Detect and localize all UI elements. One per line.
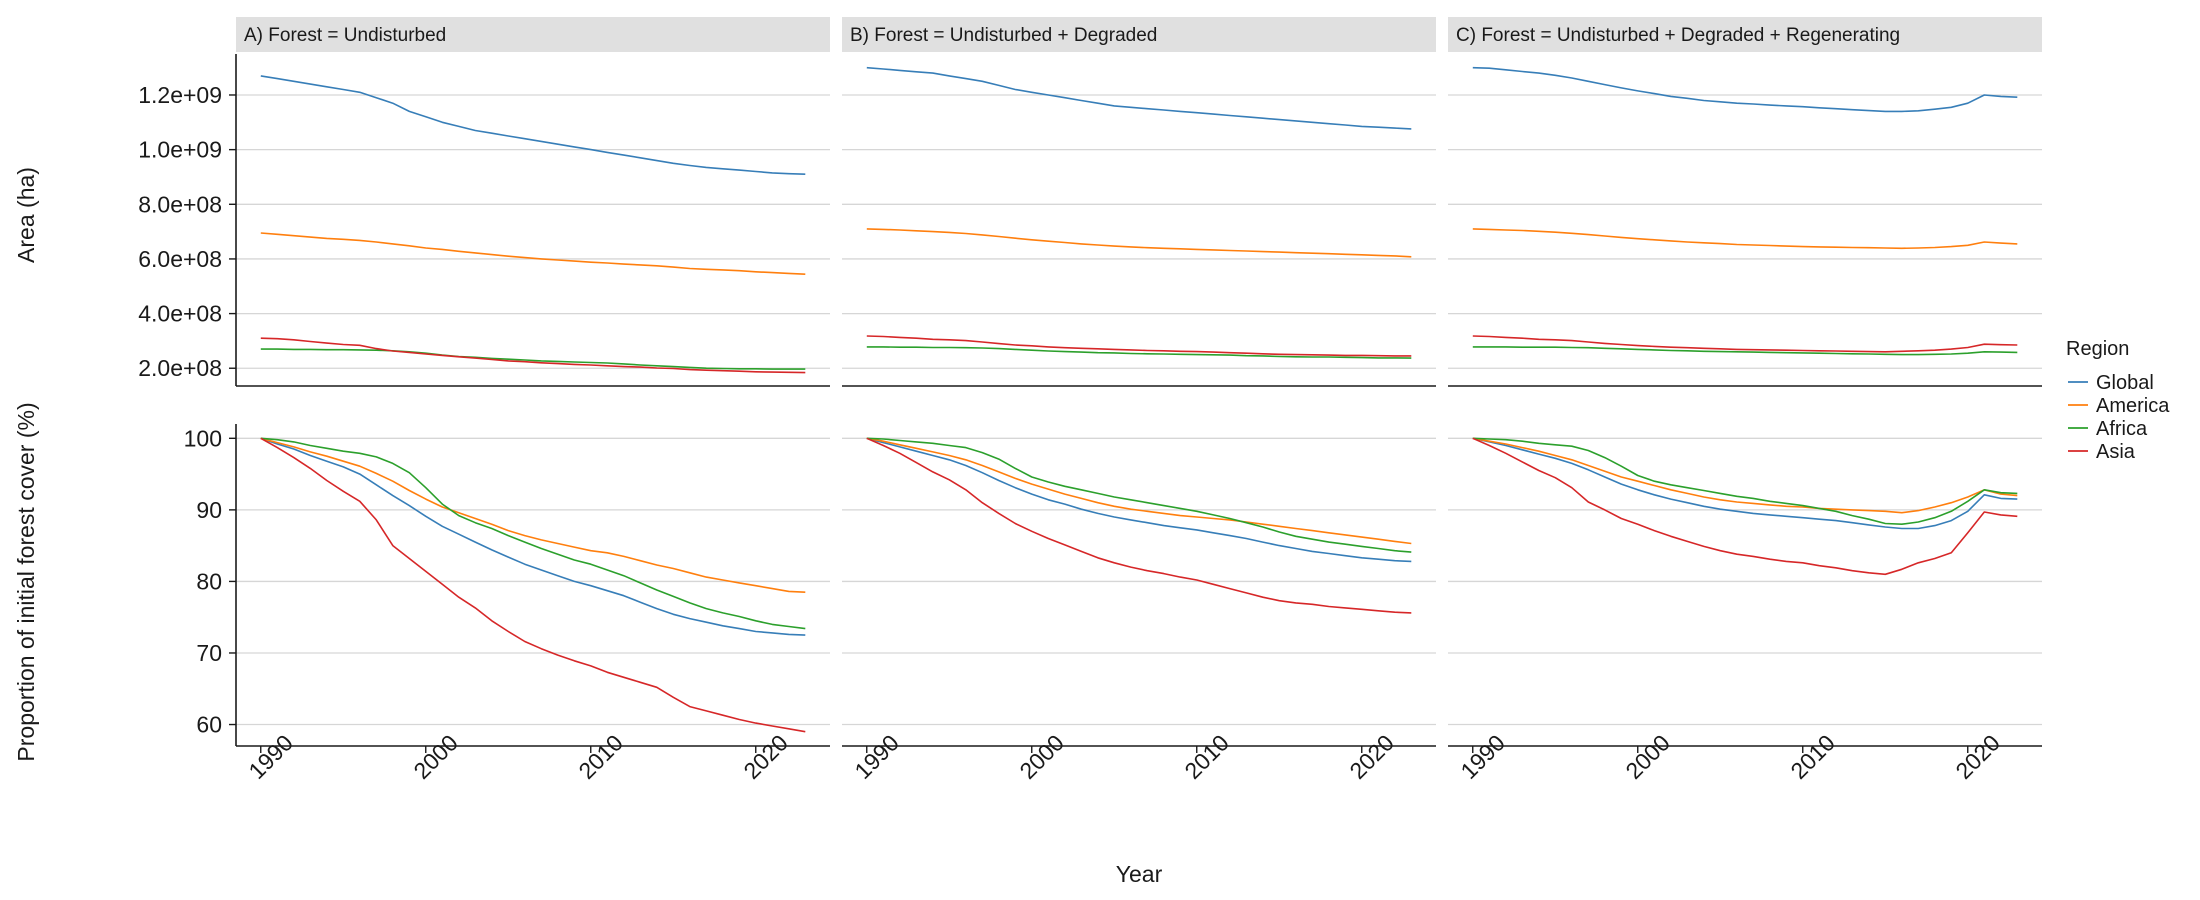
legend: Region Global America Africa Asia: [2066, 338, 2170, 463]
x-tick-label-p0-1: 2000: [408, 730, 463, 785]
y-axis-title-proportion: Proportion of initial forest cover (%): [13, 402, 39, 761]
legend-item-america: America: [2068, 395, 2170, 417]
legend-label-africa: Africa: [2096, 418, 2148, 440]
series-line-africa-proportion-panel-1: [260, 437, 806, 630]
series-line-asia-proportion-panel-2: [866, 437, 1412, 614]
series-line-america-proportion-panel-1: [260, 437, 806, 593]
y-tick-label-row0-1: 4.0e+08: [138, 301, 222, 327]
legend-title: Region: [2066, 338, 2129, 360]
series-line-global-area-panel-3: [1472, 66, 2018, 113]
legend-item-global: Global: [2068, 372, 2154, 394]
y-tick-label-row1-3: 90: [196, 497, 222, 523]
legend-label-global: Global: [2096, 372, 2154, 394]
x-tick-label-p0-2: 2010: [573, 730, 628, 785]
series-line-america-area-panel-3: [1472, 228, 2018, 250]
panel-title-a: A) Forest = Undisturbed: [244, 25, 446, 46]
y-axis-title-area: Area (ha): [13, 167, 39, 263]
y-tick-label-row0-2: 6.0e+08: [138, 246, 222, 272]
series-line-asia-proportion-panel-1: [260, 437, 806, 733]
legend-item-asia: Asia: [2068, 441, 2136, 463]
series-line-global-proportion-panel-3: [1472, 437, 2018, 530]
series-line-global-proportion-panel-2: [866, 437, 1412, 563]
series-line-africa-area-panel-1: [260, 348, 806, 370]
series-line-america-proportion-panel-2: [866, 437, 1412, 545]
series-line-global-proportion-panel-1: [260, 437, 806, 636]
series-line-america-area-panel-2: [866, 228, 1412, 258]
y-tick-label-row0-3: 8.0e+08: [138, 191, 222, 217]
series-line-america-proportion-panel-3: [1472, 437, 2018, 514]
series-line-global-area-panel-1: [260, 75, 806, 175]
legend-item-africa: Africa: [2068, 418, 2148, 440]
series-line-asia-proportion-panel-3: [1472, 437, 2018, 576]
panel-title-b: B) Forest = Undisturbed + Degraded: [850, 25, 1157, 46]
y-tick-label-row0-5: 1.2e+09: [138, 82, 222, 108]
legend-label-asia: Asia: [2096, 441, 2136, 463]
series-line-africa-area-panel-3: [1472, 346, 2018, 356]
x-tick-label-p2-2: 2010: [1785, 730, 1840, 785]
series-line-africa-area-panel-2: [866, 346, 1412, 359]
x-tick-label-p1-2: 2010: [1179, 730, 1234, 785]
series-line-global-area-panel-2: [866, 66, 1412, 130]
x-tick-label-p0-3: 2020: [738, 730, 793, 785]
x-tick-label-p0-0: 1990: [243, 730, 298, 785]
series-line-africa-proportion-panel-2: [866, 437, 1412, 553]
series-line-africa-proportion-panel-3: [1472, 437, 2018, 526]
y-tick-label-row1-2: 80: [196, 568, 222, 594]
x-tick-label-p2-0: 1990: [1455, 730, 1510, 785]
y-tick-label-row1-4: 100: [184, 425, 222, 451]
x-tick-label-p1-0: 1990: [849, 730, 904, 785]
y-tick-label-row1-0: 60: [196, 712, 222, 738]
panel-title-c: C) Forest = Undisturbed + Degraded + Reg…: [1456, 25, 1900, 46]
y-tick-label-row0-0: 2.0e+08: [138, 355, 222, 381]
series-line-america-area-panel-1: [260, 232, 806, 275]
plot-layer: 2.0e+08 4.0e+08 6.0e+08 8.0e+08 1.0e+09 1.2e+…: [138, 54, 2042, 784]
x-tick-label-p1-1: 2000: [1014, 730, 1069, 785]
legend-label-america: America: [2096, 395, 2170, 417]
panel-strip-b: B) Forest = Undisturbed + Degraded: [842, 17, 1436, 52]
series-line-asia-area-panel-2: [866, 335, 1412, 357]
series-line-asia-area-panel-3: [1472, 335, 2018, 353]
panel-strip-a: A) Forest = Undisturbed: [236, 17, 830, 52]
x-tick-label-p1-3: 2020: [1344, 730, 1399, 785]
y-tick-label-row0-4: 1.0e+09: [138, 137, 222, 163]
x-tick-label-p2-3: 2020: [1950, 730, 2005, 785]
x-tick-label-p2-1: 2000: [1620, 730, 1675, 785]
series-line-asia-area-panel-1: [260, 337, 806, 374]
y-tick-label-row1-1: 70: [196, 640, 222, 666]
panel-strip-c: C) Forest = Undisturbed + Degraded + Reg…: [1448, 17, 2042, 52]
x-axis-title: Year: [1116, 861, 1163, 887]
